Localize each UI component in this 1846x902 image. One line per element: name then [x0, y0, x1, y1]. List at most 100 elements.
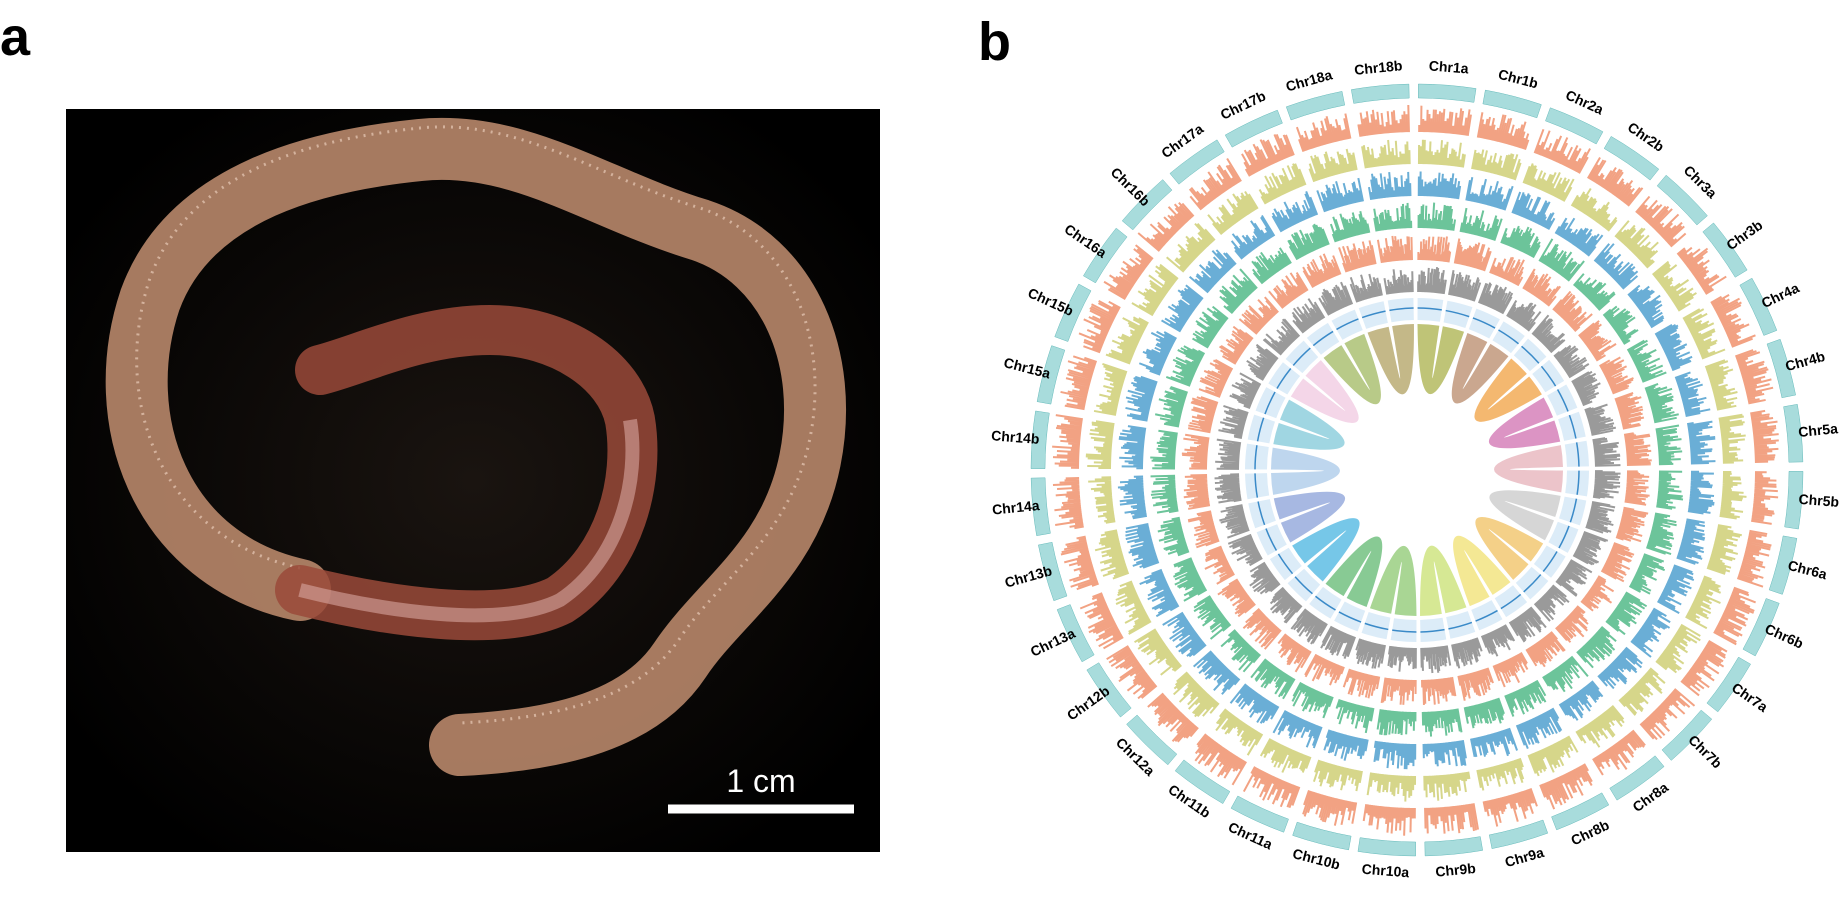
chromosome-label: Chr6a [1786, 557, 1829, 582]
histogram-track [1626, 339, 1667, 383]
histogram-track [1052, 477, 1084, 530]
chromosome-ideogram [1603, 136, 1660, 181]
histogram-track [1302, 789, 1358, 826]
histogram-track [1599, 356, 1634, 395]
histogram-track [1592, 437, 1621, 467]
gc-line [1265, 528, 1278, 551]
chromosome-ideogram [1054, 283, 1092, 342]
gc-line [1445, 309, 1470, 318]
histogram-track [1570, 187, 1618, 232]
histogram-track [1476, 112, 1530, 151]
gc-line [1569, 498, 1578, 523]
chromosome-label: Chr18a [1284, 66, 1334, 94]
chromosome-label: Chr9a [1503, 844, 1546, 870]
histogram-track [1187, 396, 1219, 434]
histogram-track [1624, 470, 1650, 506]
chromosome-ideogram [1174, 759, 1231, 804]
histogram-track [1500, 225, 1541, 259]
histogram-track [1592, 729, 1646, 776]
histogram-track [1349, 273, 1383, 303]
histogram-track [1423, 771, 1471, 801]
histogram-track [1686, 420, 1716, 465]
histogram-track [1229, 683, 1280, 724]
chromosome-label: Chr10a [1361, 861, 1410, 881]
chromosome-ideogram [1661, 709, 1713, 761]
histogram-track [1585, 501, 1616, 534]
chromosome-ideogram [1424, 836, 1483, 857]
histogram-track [1515, 707, 1563, 749]
chromosome-label: Chr1b [1497, 66, 1540, 92]
histogram-track [1318, 281, 1354, 316]
synteny-ribbon [1369, 545, 1417, 616]
gc-line [1264, 391, 1276, 415]
histogram-track [1655, 623, 1701, 674]
chromosome-ideogram [1086, 662, 1132, 718]
chromosome-ideogram [1169, 139, 1225, 185]
histogram-track [1154, 385, 1189, 428]
gc-line [1336, 318, 1359, 331]
histogram-track [1150, 429, 1178, 470]
gc-band [1247, 414, 1276, 444]
histogram-track [1376, 709, 1417, 736]
histogram-track [1118, 425, 1147, 470]
synteny-ribbon [1489, 490, 1561, 541]
gc-line [1575, 442, 1580, 467]
synteny-ribbon [1367, 324, 1414, 395]
gc-band [1468, 308, 1500, 339]
histogram-track [1238, 296, 1279, 335]
chromosome-label: Chr13b [1003, 562, 1054, 590]
synteny-ribbon [1273, 491, 1346, 543]
histogram-track [1357, 104, 1410, 137]
gc-band [1248, 499, 1276, 529]
histogram-track [1287, 223, 1330, 261]
histogram-track [1150, 474, 1179, 514]
chromosome-ideogram [1351, 83, 1410, 104]
histogram-track [1162, 611, 1207, 658]
histogram-track [1269, 586, 1303, 624]
chromosome-ideogram [1706, 656, 1751, 713]
histogram-track [1453, 238, 1492, 272]
gc-line [1254, 473, 1259, 498]
chromosome-label: Chr2a [1563, 87, 1606, 118]
gc-band [1256, 524, 1287, 556]
histogram-track [1367, 171, 1412, 201]
histogram-track [1085, 420, 1115, 470]
gc-line [1523, 574, 1542, 593]
histogram-track [1470, 727, 1519, 758]
gc-line [1276, 368, 1292, 389]
histogram-track [1139, 568, 1180, 618]
histogram-track [1125, 523, 1160, 569]
gc-line [1315, 595, 1336, 611]
gc-line [1312, 330, 1334, 347]
histogram-track [1457, 667, 1494, 701]
histogram-track [1635, 195, 1687, 248]
histogram-track [1342, 668, 1381, 699]
circos-plot: Chr1a Chr1bChr2aChr2bChr3aChr3bChr4aChr4b… [991, 57, 1840, 880]
gc-line [1542, 551, 1558, 572]
histogram-track [1134, 628, 1182, 676]
histogram-track [1558, 680, 1604, 721]
synteny-ribbon [1474, 358, 1542, 422]
histogram-track [1106, 645, 1158, 700]
gc-band [1471, 600, 1503, 631]
chromosome-label: Chr10b [1291, 845, 1342, 873]
histogram-track [1219, 504, 1250, 539]
histogram-track [1316, 177, 1364, 213]
gc-band [1361, 611, 1391, 640]
histogram-track [1295, 113, 1352, 152]
histogram-track [1290, 608, 1328, 645]
histogram-track [1302, 253, 1342, 288]
chromosome-label: Chr7b [1685, 732, 1725, 772]
chromosome-ideogram [1783, 404, 1804, 463]
histogram-track [1478, 282, 1514, 315]
gc-band [1565, 470, 1589, 497]
scale-bar-label: 1 cm [726, 763, 795, 799]
histogram-track [1335, 698, 1375, 734]
histogram-track [1508, 606, 1547, 643]
histogram-track [1320, 625, 1356, 659]
histogram-track [1173, 557, 1208, 602]
gc-line [1338, 611, 1362, 623]
histogram-track [1272, 710, 1323, 749]
gc-line [1277, 553, 1294, 575]
histogram-track [1192, 305, 1229, 349]
